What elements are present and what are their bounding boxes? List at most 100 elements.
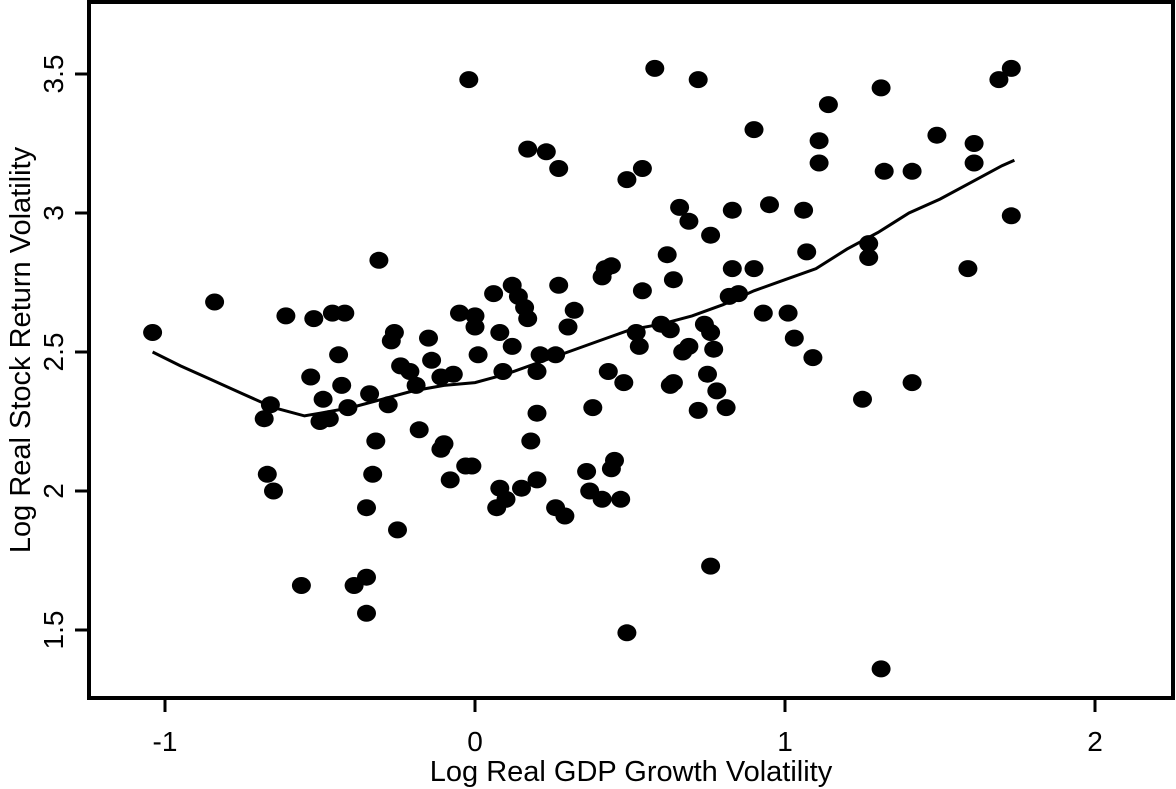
data-point (462, 457, 482, 475)
data-point (688, 401, 708, 419)
data-point (803, 349, 823, 367)
data-point (794, 201, 814, 219)
data-point (958, 260, 978, 278)
data-point (722, 260, 742, 278)
data-point (809, 154, 829, 172)
data-point (490, 324, 510, 341)
data-point (698, 365, 717, 383)
data-point (440, 471, 460, 489)
data-point (760, 196, 779, 214)
data-point (663, 271, 683, 289)
data-point (329, 346, 349, 364)
data-point (564, 301, 584, 319)
y-tick-label: 1.5 (38, 611, 69, 650)
data-point (555, 507, 575, 525)
data-point (378, 396, 398, 414)
data-point (629, 337, 649, 355)
data-point (536, 143, 556, 161)
data-point (512, 479, 531, 497)
data-point (583, 399, 603, 417)
data-point (679, 337, 699, 355)
data-point (614, 374, 634, 392)
data-point (1001, 59, 1021, 77)
x-tick-label: 0 (467, 726, 483, 757)
data-point (818, 96, 838, 114)
data-point (902, 374, 922, 392)
data-point (304, 310, 324, 328)
y-tick-label: 3.5 (38, 55, 69, 94)
data-point (753, 304, 773, 322)
data-point (611, 490, 631, 508)
data-point (465, 318, 485, 336)
data-point (301, 368, 321, 386)
data-point (701, 226, 721, 244)
data-point (964, 135, 984, 152)
data-point (366, 432, 386, 450)
data-point (518, 140, 538, 158)
data-point (363, 465, 383, 483)
data-point (871, 660, 891, 678)
data-point (744, 260, 764, 278)
scatter-points (143, 59, 1021, 678)
data-point (701, 324, 721, 341)
data-point (617, 624, 637, 642)
data-point (598, 363, 618, 380)
data-point (722, 201, 742, 219)
data-point (419, 329, 438, 347)
data-point (657, 246, 677, 264)
data-point (549, 160, 569, 177)
data-point (360, 385, 380, 403)
x-tick-label: 1 (777, 726, 793, 757)
data-point (357, 568, 376, 586)
data-point (527, 471, 547, 489)
data-point (729, 285, 748, 303)
x-axis: -1 0 1 2 (153, 698, 1103, 757)
data-point (434, 435, 454, 453)
data-point (409, 421, 429, 439)
data-point (679, 212, 699, 230)
data-point (871, 79, 891, 97)
data-point (276, 307, 296, 325)
data-point (592, 490, 612, 508)
smoothed-fit-line (151, 158, 1016, 418)
data-point (357, 499, 376, 517)
data-point (701, 557, 721, 575)
data-point (384, 324, 404, 341)
data-point (605, 451, 624, 469)
data-point (707, 382, 727, 400)
data-point (859, 249, 879, 266)
data-point (1001, 207, 1021, 225)
data-point (335, 304, 355, 322)
data-point (989, 71, 1009, 89)
data-point (205, 293, 225, 311)
y-axis: 1.5 2 2.5 3 3.5 (38, 55, 89, 650)
data-point (502, 337, 522, 355)
data-point (450, 304, 469, 322)
data-point (319, 410, 339, 428)
x-tick-label: 2 (1087, 726, 1103, 757)
data-point (632, 160, 652, 177)
data-point (670, 198, 690, 216)
data-point (577, 463, 597, 480)
data-point (704, 340, 724, 358)
data-point (521, 432, 541, 450)
data-point (964, 154, 984, 172)
data-point (902, 162, 922, 180)
data-point (459, 71, 479, 89)
data-point (357, 604, 376, 622)
data-point (927, 126, 947, 144)
y-tick-label: 2.5 (38, 333, 69, 372)
data-point (388, 521, 407, 539)
data-point (313, 390, 333, 408)
data-point (601, 257, 621, 275)
data-point (496, 490, 516, 508)
data-point (468, 346, 488, 364)
data-point (632, 282, 652, 300)
data-point (291, 577, 311, 594)
data-point (853, 390, 872, 408)
data-point (874, 162, 894, 180)
data-point (527, 363, 547, 380)
data-point (778, 304, 798, 322)
y-tick-label: 2 (38, 483, 69, 499)
data-point (400, 363, 420, 380)
